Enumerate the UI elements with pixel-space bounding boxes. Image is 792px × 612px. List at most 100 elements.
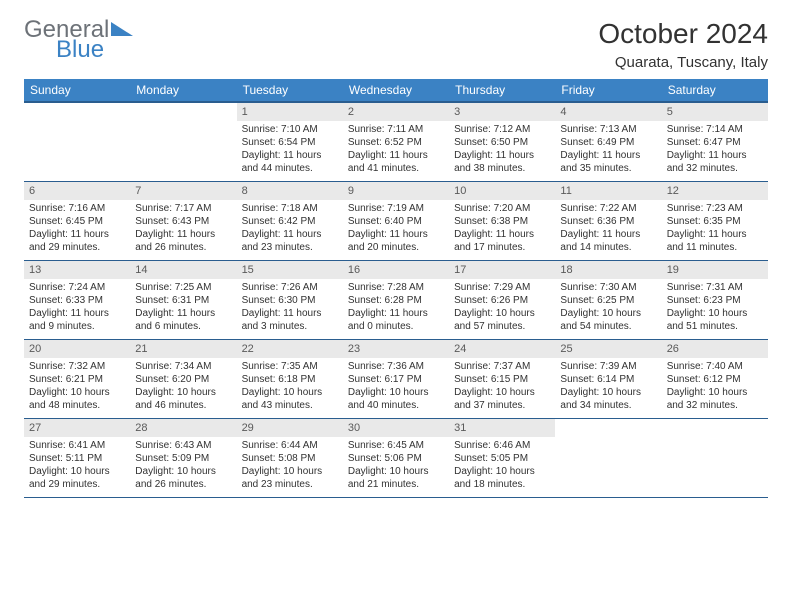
day-cell: 7Sunrise: 7:17 AMSunset: 6:43 PMDaylight… (130, 182, 236, 260)
day-number: 30 (343, 419, 449, 437)
day-detail-line: Daylight: 10 hours (135, 465, 231, 478)
day-detail-line: Sunset: 6:42 PM (242, 215, 338, 228)
day-number: 31 (449, 419, 555, 437)
day-detail-line: Sunrise: 7:31 AM (667, 281, 763, 294)
day-detail-line: and 17 minutes. (454, 241, 550, 254)
day-detail-line: and 48 minutes. (29, 399, 125, 412)
day-detail-line: Daylight: 11 hours (135, 228, 231, 241)
day-detail-line: Sunrise: 7:28 AM (348, 281, 444, 294)
weekday-header: Saturday (662, 79, 768, 101)
day-detail-line: and 37 minutes. (454, 399, 550, 412)
day-detail-line: and 35 minutes. (560, 162, 656, 175)
day-detail-line: Sunset: 5:06 PM (348, 452, 444, 465)
logo-triangle-icon (111, 22, 133, 36)
day-cell: 21Sunrise: 7:34 AMSunset: 6:20 PMDayligh… (130, 340, 236, 418)
day-cell: 14Sunrise: 7:25 AMSunset: 6:31 PMDayligh… (130, 261, 236, 339)
day-detail-line: Daylight: 11 hours (667, 149, 763, 162)
day-number (24, 103, 130, 121)
day-detail-line: Sunset: 6:36 PM (560, 215, 656, 228)
day-cell: 22Sunrise: 7:35 AMSunset: 6:18 PMDayligh… (237, 340, 343, 418)
weekday-header: Thursday (449, 79, 555, 101)
day-detail-line: Daylight: 11 hours (560, 228, 656, 241)
day-number: 11 (555, 182, 661, 200)
day-detail-line: Sunset: 6:15 PM (454, 373, 550, 386)
day-detail-line: Daylight: 11 hours (348, 228, 444, 241)
day-number: 25 (555, 340, 661, 358)
day-detail-line: Sunrise: 7:17 AM (135, 202, 231, 215)
day-detail-line: and 21 minutes. (348, 478, 444, 491)
day-number: 5 (662, 103, 768, 121)
day-cell: 26Sunrise: 7:40 AMSunset: 6:12 PMDayligh… (662, 340, 768, 418)
day-cell: 10Sunrise: 7:20 AMSunset: 6:38 PMDayligh… (449, 182, 555, 260)
day-cell (24, 103, 130, 181)
day-detail-line: Daylight: 10 hours (29, 386, 125, 399)
day-cell: 5Sunrise: 7:14 AMSunset: 6:47 PMDaylight… (662, 103, 768, 181)
day-detail-line: Sunrise: 7:23 AM (667, 202, 763, 215)
day-detail-line: Sunset: 6:49 PM (560, 136, 656, 149)
day-detail-line: Sunrise: 7:35 AM (242, 360, 338, 373)
day-number: 18 (555, 261, 661, 279)
day-cell: 9Sunrise: 7:19 AMSunset: 6:40 PMDaylight… (343, 182, 449, 260)
day-detail-line: and 32 minutes. (667, 162, 763, 175)
day-detail-line: and 20 minutes. (348, 241, 444, 254)
day-detail-line: and 40 minutes. (348, 399, 444, 412)
day-cell: 6Sunrise: 7:16 AMSunset: 6:45 PMDaylight… (24, 182, 130, 260)
day-detail-line: and 34 minutes. (560, 399, 656, 412)
day-number: 10 (449, 182, 555, 200)
day-detail-line: and 3 minutes. (242, 320, 338, 333)
day-detail-line: Sunrise: 7:14 AM (667, 123, 763, 136)
calendar-page: General Blue October 2024 Quarata, Tusca… (0, 0, 792, 508)
day-cell (662, 419, 768, 497)
day-cell: 28Sunrise: 6:43 AMSunset: 5:09 PMDayligh… (130, 419, 236, 497)
day-number: 26 (662, 340, 768, 358)
day-detail-line: and 57 minutes. (454, 320, 550, 333)
day-detail-line: and 41 minutes. (348, 162, 444, 175)
day-cell: 3Sunrise: 7:12 AMSunset: 6:50 PMDaylight… (449, 103, 555, 181)
day-detail-line: Sunset: 6:38 PM (454, 215, 550, 228)
weekday-header: Monday (130, 79, 236, 101)
day-cell: 20Sunrise: 7:32 AMSunset: 6:21 PMDayligh… (24, 340, 130, 418)
day-detail-line: Daylight: 11 hours (242, 307, 338, 320)
day-number: 6 (24, 182, 130, 200)
day-detail-line: Sunrise: 6:44 AM (242, 439, 338, 452)
day-detail-line: Sunrise: 7:32 AM (29, 360, 125, 373)
day-detail-line: and 46 minutes. (135, 399, 231, 412)
day-number: 24 (449, 340, 555, 358)
day-detail-line: Sunrise: 6:45 AM (348, 439, 444, 452)
logo-text-blue: Blue (56, 38, 133, 62)
day-number (555, 419, 661, 437)
day-detail-line: Sunrise: 7:25 AM (135, 281, 231, 294)
day-number: 14 (130, 261, 236, 279)
day-number: 9 (343, 182, 449, 200)
day-detail-line: and 43 minutes. (242, 399, 338, 412)
day-detail-line: Sunrise: 7:40 AM (667, 360, 763, 373)
day-cell: 30Sunrise: 6:45 AMSunset: 5:06 PMDayligh… (343, 419, 449, 497)
week-row: 1Sunrise: 7:10 AMSunset: 6:54 PMDaylight… (24, 103, 768, 182)
day-number: 21 (130, 340, 236, 358)
day-detail-line: Daylight: 11 hours (454, 228, 550, 241)
calendar-grid: 1Sunrise: 7:10 AMSunset: 6:54 PMDaylight… (24, 103, 768, 498)
day-detail-line: and 44 minutes. (242, 162, 338, 175)
day-cell: 12Sunrise: 7:23 AMSunset: 6:35 PMDayligh… (662, 182, 768, 260)
day-detail-line: Sunrise: 6:46 AM (454, 439, 550, 452)
day-detail-line: Sunset: 6:54 PM (242, 136, 338, 149)
day-detail-line: and 23 minutes. (242, 478, 338, 491)
day-detail-line: Sunset: 5:05 PM (454, 452, 550, 465)
day-cell: 2Sunrise: 7:11 AMSunset: 6:52 PMDaylight… (343, 103, 449, 181)
day-detail-line: Daylight: 11 hours (348, 307, 444, 320)
day-number: 4 (555, 103, 661, 121)
day-detail-line: Daylight: 10 hours (29, 465, 125, 478)
day-detail-line: Sunset: 6:30 PM (242, 294, 338, 307)
day-detail-line: and 0 minutes. (348, 320, 444, 333)
title-block: October 2024 Quarata, Tuscany, Italy (598, 18, 768, 71)
day-cell: 19Sunrise: 7:31 AMSunset: 6:23 PMDayligh… (662, 261, 768, 339)
page-title: October 2024 (598, 18, 768, 50)
day-detail-line: Sunrise: 7:29 AM (454, 281, 550, 294)
day-detail-line: Sunrise: 6:43 AM (135, 439, 231, 452)
day-number (130, 103, 236, 121)
day-detail-line: and 14 minutes. (560, 241, 656, 254)
day-number: 8 (237, 182, 343, 200)
day-number: 20 (24, 340, 130, 358)
day-detail-line: Sunrise: 7:26 AM (242, 281, 338, 294)
day-detail-line: Sunset: 6:14 PM (560, 373, 656, 386)
